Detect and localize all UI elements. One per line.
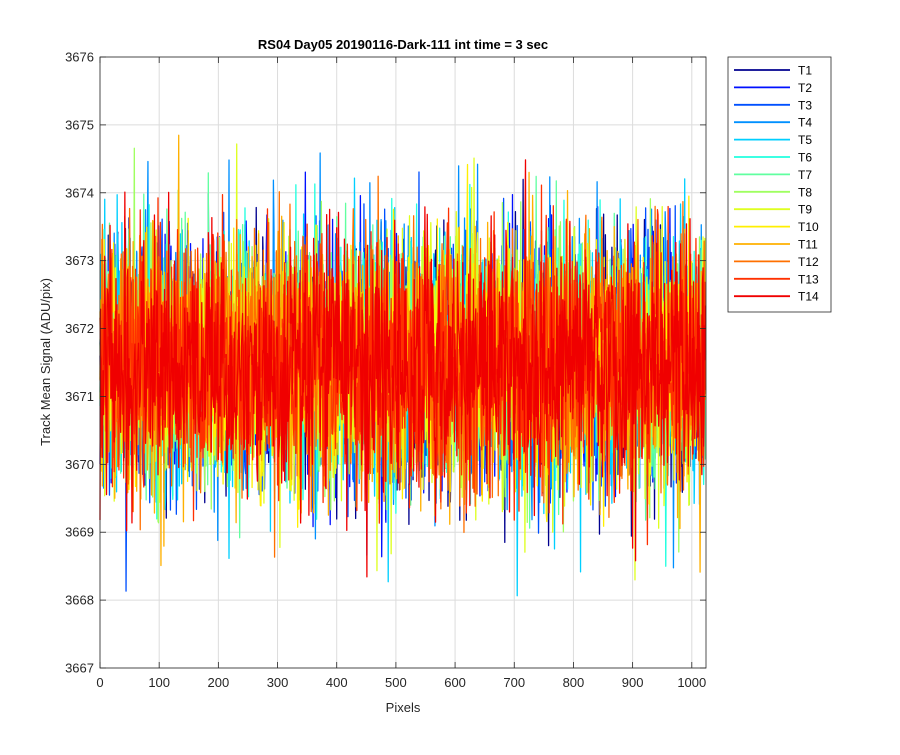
x-tick-label: 100 bbox=[148, 675, 170, 690]
x-axis-label: Pixels bbox=[386, 700, 421, 715]
legend-label-t9: T9 bbox=[798, 203, 812, 217]
y-tick-label: 3667 bbox=[65, 661, 94, 676]
x-tick-label: 800 bbox=[563, 675, 585, 690]
y-tick-label: 3671 bbox=[65, 389, 94, 404]
y-axis-label: Track Mean Signal (ADU/pix) bbox=[38, 278, 53, 446]
y-tick-label: 3672 bbox=[65, 321, 94, 336]
series-lines bbox=[99, 134, 707, 597]
x-tick-label: 400 bbox=[326, 675, 348, 690]
y-tick-label: 3675 bbox=[65, 117, 94, 132]
chart-title: RS04 Day05 20190116-Dark-111 int time = … bbox=[258, 37, 548, 52]
series-line-t14 bbox=[99, 159, 707, 578]
legend-label-t8: T8 bbox=[798, 185, 812, 199]
x-tick-label: 700 bbox=[503, 675, 525, 690]
y-tick-label: 3670 bbox=[65, 457, 94, 472]
x-tick-label: 200 bbox=[208, 675, 230, 690]
legend-label-t2: T2 bbox=[798, 81, 812, 95]
x-tick-label: 500 bbox=[385, 675, 407, 690]
legend-label-t13: T13 bbox=[798, 272, 819, 286]
y-tick-label: 3669 bbox=[65, 525, 94, 540]
legend-label-t10: T10 bbox=[798, 220, 819, 234]
legend-label-t7: T7 bbox=[798, 168, 812, 182]
legend: T1 T2 T3 T4 T5 T6 T7 T8 T9 T10 T11 T12 T13 T14 bbox=[727, 56, 832, 313]
legend-label-t12: T12 bbox=[798, 255, 819, 269]
legend-box bbox=[727, 56, 832, 313]
x-axis: 0 100 200 300 400 500 600 700 800 900 1000 bbox=[96, 57, 706, 690]
series-line-t13 bbox=[99, 184, 707, 546]
y-axis: 3667 3668 3669 3670 3671 3672 3673 3674 3675 3676 bbox=[65, 50, 706, 676]
legend-label-t5: T5 bbox=[798, 133, 812, 147]
x-tick-label: 600 bbox=[444, 675, 466, 690]
legend-label-t3: T3 bbox=[798, 98, 812, 112]
x-tick-label: 1000 bbox=[677, 675, 706, 690]
legend-label-t1: T1 bbox=[798, 64, 812, 78]
y-tick-label: 3674 bbox=[65, 185, 94, 200]
plot-frame bbox=[99, 56, 707, 669]
x-tick-label: 300 bbox=[267, 675, 289, 690]
legend-label-t14: T14 bbox=[798, 290, 819, 304]
x-tick-label: 0 bbox=[96, 675, 103, 690]
y-tick-label: 3676 bbox=[65, 50, 94, 65]
y-tick-label: 3673 bbox=[65, 253, 94, 268]
legend-label-t6: T6 bbox=[798, 151, 812, 165]
x-tick-label: 900 bbox=[622, 675, 644, 690]
y-tick-label: 3668 bbox=[65, 593, 94, 608]
legend-label-t4: T4 bbox=[798, 116, 812, 130]
legend-label-t11: T11 bbox=[798, 238, 818, 252]
